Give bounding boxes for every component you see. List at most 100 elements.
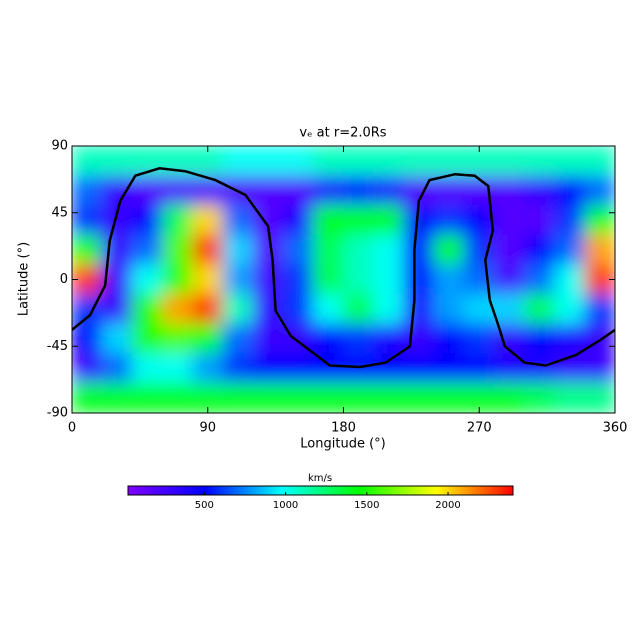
cell	[584, 353, 615, 384]
cell	[312, 175, 344, 206]
cell	[403, 293, 435, 325]
y-tick-label: -45	[47, 339, 68, 354]
field	[72, 146, 615, 413]
cell	[101, 293, 133, 325]
cell	[433, 382, 465, 413]
cell	[162, 234, 194, 266]
y-tick-label: 45	[51, 205, 68, 220]
colorbar-label: km/s	[308, 473, 332, 484]
cell	[222, 146, 254, 177]
cell	[343, 204, 375, 236]
cell	[584, 323, 615, 355]
cell	[192, 204, 224, 236]
cell	[101, 382, 133, 413]
cell	[584, 175, 615, 206]
cell	[162, 175, 194, 206]
cell	[554, 382, 586, 413]
cell	[162, 353, 194, 384]
cell	[101, 234, 133, 266]
cell	[433, 353, 465, 384]
cell	[433, 146, 465, 177]
cell	[192, 323, 224, 355]
cell	[282, 353, 314, 384]
cell	[131, 293, 163, 325]
cell	[101, 323, 133, 355]
cell	[72, 323, 103, 355]
x-tick-label: 90	[199, 421, 216, 436]
cell	[373, 175, 405, 206]
y-axis-label: Latitude (°)	[17, 242, 32, 316]
cell	[373, 323, 405, 355]
cell	[463, 264, 495, 295]
cell	[72, 353, 103, 384]
y-tick-label: 90	[51, 139, 68, 154]
cell	[433, 234, 465, 266]
cell	[162, 293, 194, 325]
cell	[312, 146, 344, 177]
cell	[433, 204, 465, 236]
cell	[222, 234, 254, 266]
cell	[524, 323, 556, 355]
plot-area	[72, 146, 615, 413]
cell	[131, 353, 163, 384]
cell	[554, 204, 586, 236]
cell	[343, 175, 375, 206]
cell	[524, 146, 556, 177]
cell	[72, 146, 103, 177]
cell	[252, 264, 284, 295]
cell	[282, 382, 314, 413]
cell	[131, 234, 163, 266]
cell	[282, 146, 314, 177]
cell	[101, 353, 133, 384]
cell	[343, 353, 375, 384]
cell	[282, 175, 314, 206]
cell	[312, 382, 344, 413]
cell	[403, 146, 435, 177]
cell	[373, 264, 405, 295]
cell	[524, 175, 556, 206]
colorbar-tick-label: 1000	[273, 500, 298, 511]
cell	[524, 353, 556, 384]
cell	[222, 382, 254, 413]
cell	[252, 293, 284, 325]
cell	[493, 146, 525, 177]
cell	[524, 204, 556, 236]
cell	[493, 204, 525, 236]
y-tick-label: 0	[60, 272, 68, 287]
cell	[373, 204, 405, 236]
cell	[584, 204, 615, 236]
cell	[162, 204, 194, 236]
cell	[72, 204, 103, 236]
cell	[403, 382, 435, 413]
cell	[554, 146, 586, 177]
cell	[343, 323, 375, 355]
x-tick-label: 360	[603, 421, 628, 436]
cell	[72, 382, 103, 413]
cell	[554, 264, 586, 295]
cell	[403, 234, 435, 266]
cell	[524, 264, 556, 295]
cell	[282, 234, 314, 266]
cell	[524, 382, 556, 413]
cell	[493, 293, 525, 325]
cell	[373, 293, 405, 325]
cell	[222, 204, 254, 236]
y-tick-label: -90	[47, 406, 68, 421]
cell	[433, 264, 465, 295]
cell	[222, 264, 254, 295]
cell	[343, 293, 375, 325]
cell	[131, 175, 163, 206]
cell	[343, 234, 375, 266]
cell	[192, 353, 224, 384]
cell	[312, 264, 344, 295]
cell	[554, 293, 586, 325]
cell	[192, 175, 224, 206]
cell	[463, 323, 495, 355]
cell	[312, 293, 344, 325]
cell	[101, 175, 133, 206]
contour-line	[72, 167, 615, 369]
colorbar	[127, 485, 514, 496]
cell	[162, 323, 194, 355]
cell	[433, 293, 465, 325]
